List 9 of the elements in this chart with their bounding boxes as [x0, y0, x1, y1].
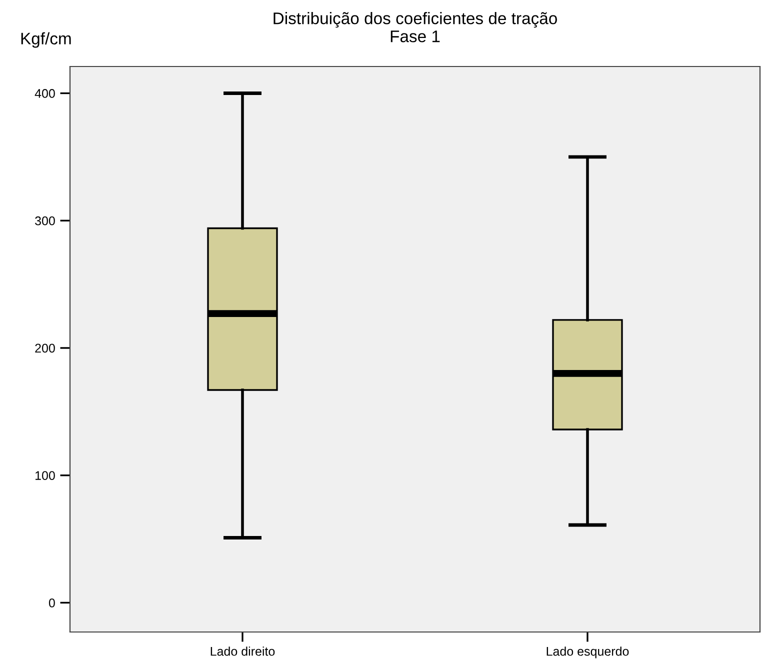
y-tick-label: 0	[48, 598, 55, 608]
y-axis-title: Kgf/cm	[21, 32, 71, 48]
y-tick-label: 100	[36, 471, 55, 480]
x-tick-label: Lado esquerdo	[546, 646, 629, 658]
chart-title: Distribuição dos coeficientes de tração Fase 1	[274, 12, 557, 42]
x-tick-label: Lado direito	[210, 646, 275, 656]
y-tick-label: 200	[35, 344, 55, 353]
y-tick-label: 300	[35, 216, 55, 226]
y-tick-label: 400	[34, 89, 55, 98]
